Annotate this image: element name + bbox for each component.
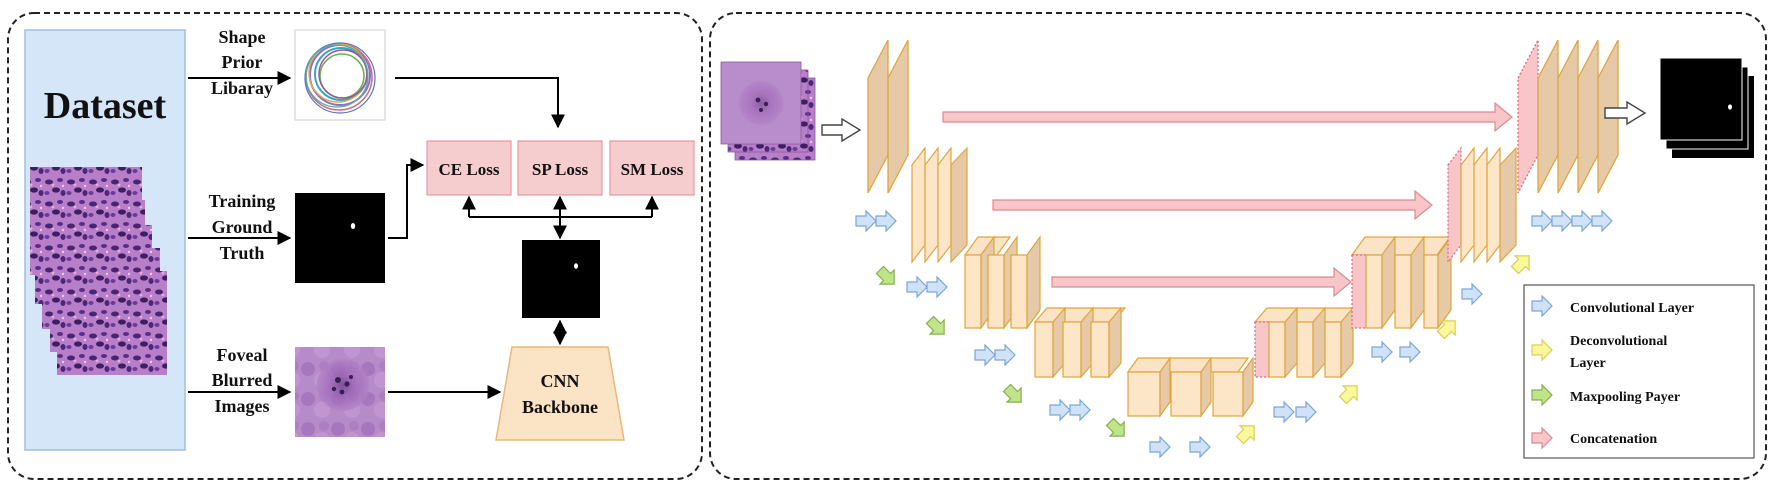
legend: Convolutional Layer Deconvolutional Laye… (1523, 284, 1755, 459)
pool-and-conv-level-4 (999, 380, 1091, 421)
input-image-stack (720, 61, 816, 161)
skip-connection-2 (992, 189, 1433, 221)
svg-text:Maxpooling Payer: Maxpooling Payer (1570, 390, 1680, 405)
foveal-label: Foveal Blurred Images (212, 345, 273, 416)
encoder-block-3 (963, 235, 1041, 330)
ce-loss-box: CE Loss (426, 140, 512, 196)
svg-text:SP Loss: SP Loss (532, 160, 589, 179)
svg-text:Backbone: Backbone (522, 397, 598, 417)
svg-text:Convolutional Layer: Convolutional Layer (1570, 301, 1694, 316)
svg-text:CNN: CNN (541, 371, 580, 391)
arrow-gt-to-ce (388, 158, 425, 239)
decoder-block-4 (1253, 306, 1360, 379)
sp-loss-box: SP Loss (517, 140, 603, 196)
encoder-block-1 (867, 39, 909, 194)
left-panel-frame (7, 12, 703, 480)
svg-text:SM Loss: SM Loss (621, 160, 684, 179)
svg-text:CE Loss: CE Loss (439, 160, 500, 179)
ground-truth-image (295, 193, 385, 283)
legend-item-deconv: Deconvolutional Layer (1531, 334, 1667, 371)
skip-connection-1 (942, 101, 1513, 133)
output-mask-stack (1659, 57, 1754, 158)
svg-text:Shape: Shape (218, 27, 265, 47)
input-arrow (821, 117, 862, 143)
svg-text:Images: Images (215, 396, 270, 416)
legend-item-conv: Convolutional Layer (1531, 295, 1694, 317)
arrow-shape-prior-to-sp (395, 77, 565, 129)
right-panel-frame (709, 12, 1767, 480)
decoder-block-3 (1350, 235, 1452, 330)
conv-arrows-level-1 (855, 210, 897, 232)
svg-text:Foveal: Foveal (217, 345, 268, 365)
sm-loss-box: SM Loss (609, 140, 695, 196)
svg-text:Ground: Ground (212, 217, 273, 237)
svg-text:Deconvolutional: Deconvolutional (1570, 334, 1667, 349)
legend-item-concat: Concatenation (1531, 426, 1657, 450)
training-gt-label: Training Ground Truth (209, 191, 276, 263)
pool-and-conv-level-5 (1102, 414, 1211, 458)
svg-text:Truth: Truth (220, 243, 265, 263)
shape-prior-image (294, 29, 386, 121)
svg-text:Prior: Prior (222, 52, 263, 72)
prediction-image (522, 240, 600, 318)
skip-connection-3 (1051, 266, 1352, 298)
decoder-block-2 (1447, 146, 1517, 264)
svg-text:Training: Training (209, 191, 276, 211)
shape-prior-label: Shape Prior Libaray (211, 27, 273, 98)
svg-text:Layer: Layer (1570, 356, 1606, 371)
encoder-block-2 (911, 146, 968, 264)
foveal-image (295, 347, 385, 437)
svg-text:Libaray: Libaray (211, 78, 273, 98)
legend-item-maxpool: Maxpooling Payer (1531, 384, 1680, 406)
svg-text:Blurred: Blurred (212, 370, 273, 390)
output-arrow (1604, 100, 1647, 126)
dataset-image-stack (30, 167, 167, 375)
bottleneck-block (1126, 356, 1254, 418)
dataset-label: Dataset (44, 85, 167, 127)
svg-text:Concatenation: Concatenation (1570, 432, 1657, 447)
pool-and-conv-level-2 (872, 262, 948, 298)
encoder-block-4 (1033, 306, 1127, 379)
deconv-up-1 (1507, 210, 1613, 278)
cnn-backbone: CNN Backbone (495, 346, 625, 441)
decoder-block-1 (1517, 39, 1619, 194)
